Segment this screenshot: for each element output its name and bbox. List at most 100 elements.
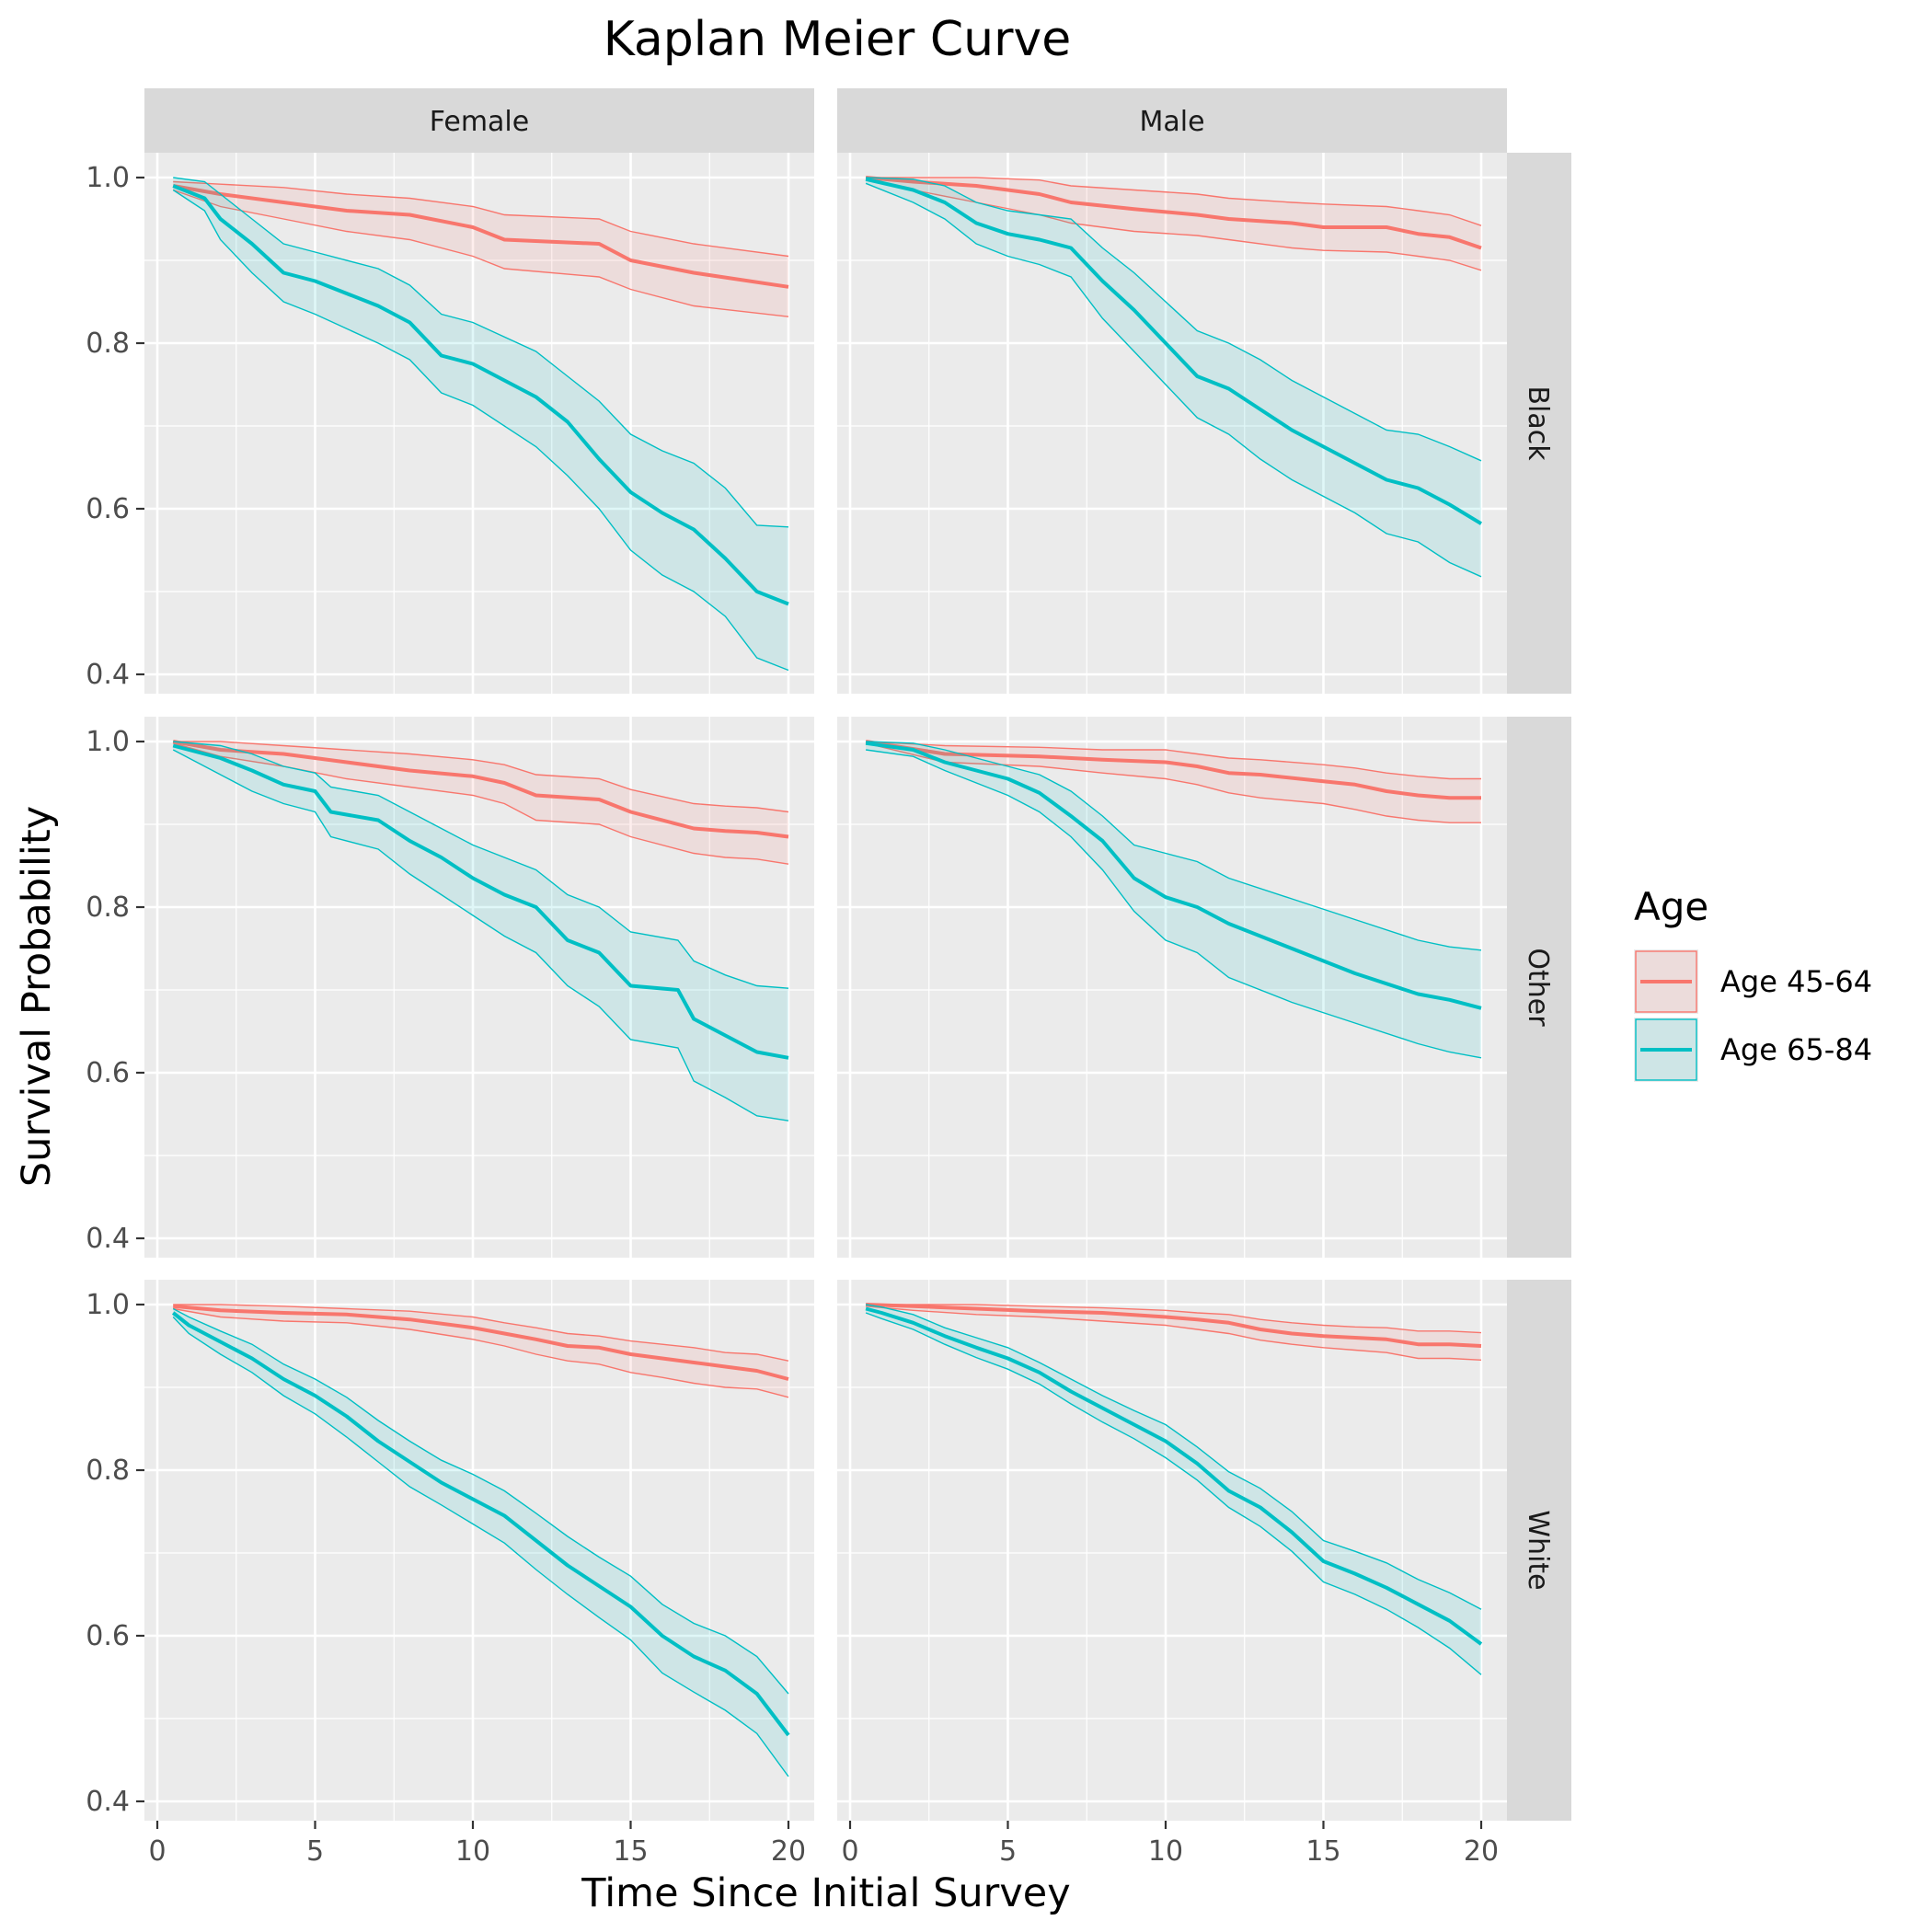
series-age-65-84 — [171, 1307, 790, 1777]
x-tick-label: 0 — [148, 1835, 166, 1868]
row-strip-white: White — [1507, 1280, 1571, 1821]
panel-background — [144, 717, 814, 1258]
confidence-ribbon — [173, 181, 788, 317]
column-strip-male: Male — [837, 88, 1507, 153]
lower-bound-line — [865, 182, 1482, 578]
row-strip-label: White — [1522, 1510, 1554, 1590]
survival-curve-line — [865, 740, 1481, 800]
confidence-ribbon — [173, 1305, 788, 1397]
panel-female-black: 0.4 0.6 0.8 1.0 — [86, 153, 814, 694]
series-age-65-84 — [172, 177, 789, 672]
confidence-ribbon — [173, 742, 788, 1121]
panel-background — [837, 153, 1507, 694]
survival-curve-line — [865, 741, 1482, 1010]
y-tick-label: 0.4 — [86, 1223, 130, 1255]
series-age-65-84 — [865, 177, 1483, 578]
panel-female-other: 0.4 0.6 0.8 1.0 — [86, 717, 814, 1258]
survival-curve-line — [173, 1304, 789, 1381]
x-tick-label: 5 — [999, 1835, 1017, 1868]
series-age-45-64 — [865, 740, 1481, 823]
survival-curve-line — [865, 177, 1483, 525]
series-age-65-84 — [172, 741, 789, 1121]
legend-entries: Age 45-64 Age 65-84 — [1634, 949, 1872, 1082]
panel-male-other — [837, 717, 1507, 1258]
row-strip-other: Other — [1507, 717, 1571, 1258]
confidence-ribbon — [866, 178, 1481, 577]
x-tick-label: 0 — [841, 1835, 858, 1868]
upper-bound-line — [866, 741, 1481, 780]
column-strip-label: Male — [1139, 106, 1204, 138]
legend-entry-age-65-84: Age 65-84 — [1634, 1018, 1872, 1082]
upper-bound-line — [173, 741, 789, 813]
lower-bound-line — [866, 749, 1482, 1059]
survival-curve-line — [172, 184, 789, 289]
survival-curve-line — [865, 176, 1482, 250]
x-tick-label: 10 — [1148, 1835, 1183, 1868]
lower-bound-line — [866, 1305, 1482, 1361]
column-strip-label: Female — [430, 106, 529, 138]
legend-title: Age — [1634, 884, 1708, 929]
lower-bound-line — [172, 189, 789, 317]
column-strip-bg — [837, 88, 1507, 153]
y-tick-label: 0.6 — [86, 493, 130, 525]
chart-title: Kaplan Meier Curve — [604, 12, 1071, 67]
row-strip-black: Black — [1507, 153, 1571, 694]
confidence-ribbon — [866, 742, 1481, 823]
panel-background — [144, 153, 814, 694]
survival-curve-line — [172, 743, 789, 1060]
legend-label: Age 45-64 — [1720, 964, 1872, 999]
survival-curve-line — [172, 184, 789, 606]
lower-bound-line — [172, 749, 789, 1121]
column-strip-bg — [144, 88, 814, 153]
lower-bound-line — [172, 189, 789, 672]
panel-female-white: 0.4 0.6 0.8 1.0 0 5 10 15 20 — [86, 1280, 814, 1868]
lower-bound-line — [865, 178, 1482, 271]
upper-bound-line — [866, 741, 1482, 951]
x-tick-label: 15 — [1305, 1835, 1340, 1868]
series-age-65-84 — [865, 1304, 1483, 1675]
x-tick-label: 5 — [306, 1835, 324, 1868]
panel-male-white: 0 5 10 15 20 — [837, 1280, 1507, 1868]
panel-background — [837, 1280, 1507, 1821]
lower-bound-line — [172, 1317, 789, 1777]
series-age-45-64 — [172, 180, 789, 317]
y-tick-label: 0.6 — [86, 1620, 130, 1652]
confidence-ribbon — [866, 178, 1481, 270]
upper-bound-line — [866, 177, 1482, 462]
lower-bound-line — [173, 1307, 789, 1398]
legend: Age Age 45-64 Age 65-84 — [1634, 884, 1872, 1082]
upper-bound-line — [173, 177, 789, 528]
x-tick-label: 10 — [455, 1835, 490, 1868]
legend-label: Age 65-84 — [1720, 1032, 1872, 1067]
confidence-ribbon — [866, 1305, 1481, 1361]
confidence-ribbon — [173, 742, 788, 865]
y-tick-label: 1.0 — [86, 726, 130, 758]
x-tick-label: 20 — [1464, 1835, 1499, 1868]
row-strip-label: Other — [1522, 948, 1554, 1027]
lower-bound-line — [865, 742, 1481, 823]
y-tick-label: 1.0 — [86, 1289, 130, 1321]
y-tick-label: 0.4 — [86, 659, 130, 691]
upper-bound-line — [172, 1307, 789, 1695]
survival-curve-line — [172, 740, 789, 839]
y-tick-label: 0.8 — [86, 1455, 130, 1487]
series-age-45-64 — [865, 176, 1482, 271]
row-strip-bg — [1507, 153, 1571, 694]
x-axis-title: Time Since Initial Survey — [581, 1870, 1070, 1916]
y-tick-label: 1.0 — [86, 162, 130, 194]
y-tick-label: 0.6 — [86, 1057, 130, 1089]
row-strip-bg — [1507, 717, 1571, 1258]
row-strip-label: Black — [1522, 385, 1554, 461]
x-tick-label: 15 — [613, 1835, 648, 1868]
facet-panels: Female MaleBlackOtherWhite0.40.60.81.00.4… — [86, 88, 1571, 1868]
series-age-45-64 — [173, 1304, 789, 1398]
survival-curve-line — [171, 1311, 790, 1737]
series-age-65-84 — [865, 741, 1482, 1059]
upper-bound-line — [173, 741, 789, 989]
legend-entry-age-45-64: Age 45-64 — [1634, 949, 1872, 1014]
y-tick-label: 0.8 — [86, 328, 130, 360]
x-tick-label: 20 — [771, 1835, 806, 1868]
column-strip-female: Female — [144, 88, 814, 153]
upper-bound-line — [866, 177, 1482, 226]
lower-bound-line — [865, 1312, 1482, 1675]
